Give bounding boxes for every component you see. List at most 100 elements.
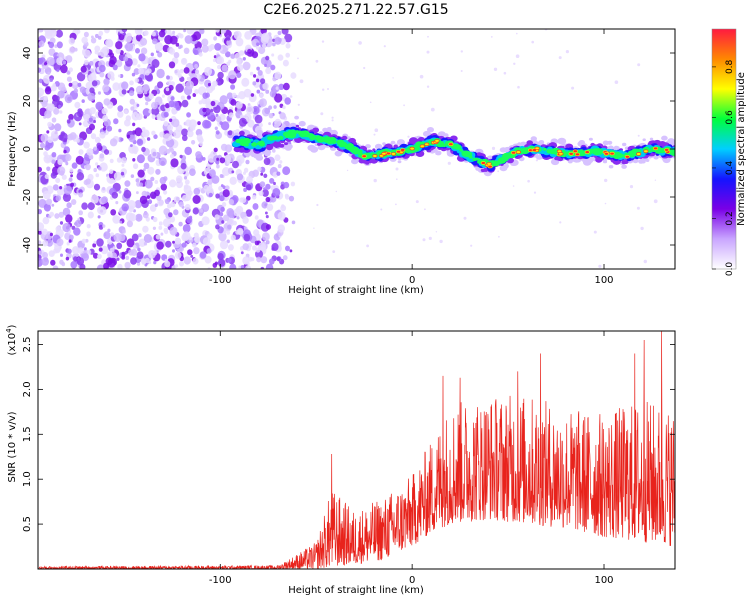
noise-blob [158, 157, 167, 167]
noise-speck [373, 178, 377, 183]
noise-blob [265, 67, 272, 75]
colorbar-tick: 0.0 [712, 262, 735, 277]
noise-blob [85, 163, 91, 171]
noise-blob [219, 157, 226, 164]
noise-blob [216, 164, 220, 169]
ridge-blob [554, 156, 559, 161]
ridge-blob [435, 152, 439, 155]
ridge-blob [621, 160, 627, 165]
noise-blob [134, 200, 142, 209]
noise-blob [222, 167, 231, 176]
noise-blob [55, 195, 61, 202]
colorbar-tick-label: 0.0 [725, 262, 735, 277]
noise-blob [167, 124, 174, 131]
noise-blob [106, 125, 113, 132]
noise-blob [49, 211, 54, 217]
noise-blob [175, 42, 180, 47]
ridge-blob [336, 139, 344, 145]
noise-blob [65, 161, 69, 166]
noise-blob [112, 215, 121, 224]
ridge-peak [664, 148, 670, 152]
noise-blob [98, 64, 106, 73]
ridge-peak [361, 154, 367, 158]
noise-blob [113, 171, 122, 181]
noise-blob [284, 97, 292, 105]
noise-blob [130, 248, 138, 256]
snr-scale-exponent: 4 [5, 328, 13, 333]
noise-blob [50, 84, 57, 92]
noise-blob [38, 250, 43, 256]
noise-speck [527, 179, 530, 183]
snr-y-axis-label: SNR (10 * v/v) [7, 411, 18, 482]
noise-blob [219, 212, 224, 217]
noise-blob [88, 117, 93, 123]
ridge-blob [396, 139, 405, 146]
noise-blob [178, 221, 183, 227]
noise-blob [201, 216, 210, 226]
noise-blob [253, 74, 257, 78]
noise-speck [332, 250, 336, 254]
noise-blob [56, 57, 64, 66]
ridge-blob [542, 147, 547, 151]
noise-blob [66, 70, 71, 75]
noise-blob [175, 105, 181, 111]
noise-blob [210, 85, 216, 91]
noise-blob [75, 155, 84, 165]
spectrogram-y-axis-label: Frequency (Hz) [7, 111, 18, 187]
noise-blob [230, 84, 236, 90]
noise-blob [128, 134, 136, 143]
noise-blob [104, 29, 110, 34]
noise-speck [493, 67, 498, 72]
ridge-blob [334, 150, 342, 157]
noise-blob [213, 147, 218, 153]
noise-blob [66, 241, 70, 246]
noise-blob [43, 203, 52, 212]
noise-speck [490, 36, 493, 38]
noise-blob [262, 82, 269, 90]
noise-blob [81, 202, 88, 210]
noise-blob [73, 227, 81, 236]
noise-blob [74, 47, 78, 52]
noise-blob [51, 159, 56, 164]
noise-blob [143, 30, 149, 36]
noise-blob [215, 77, 224, 86]
noise-blob [199, 251, 207, 259]
ridge-blob [375, 145, 380, 149]
noise-blob [99, 162, 108, 172]
signal-ridge [232, 115, 675, 177]
noise-blob [110, 232, 114, 237]
noise-blob [260, 172, 264, 176]
snr-y-tick: 1.0 [22, 471, 675, 487]
noise-blob [56, 186, 65, 196]
noise-blob [43, 74, 52, 84]
colorbar-tick-label: 0.6 [725, 110, 735, 125]
noise-blob [131, 111, 140, 121]
noise-blob [255, 78, 260, 83]
noise-blob [68, 82, 73, 87]
noise-speck [517, 85, 520, 89]
noise-blob [192, 257, 199, 265]
noise-blob [120, 171, 125, 176]
noise-blob [78, 149, 84, 155]
noise-blob [266, 203, 274, 211]
noise-blob [101, 107, 108, 115]
noise-blob [112, 64, 118, 71]
noise-speck [335, 190, 337, 193]
snr-y-tick: 1.5 [22, 426, 675, 442]
noise-blob [109, 138, 118, 147]
noise-blob [132, 158, 136, 162]
noise-blob [199, 142, 204, 147]
noise-blob [204, 255, 212, 264]
ridge-peak [390, 152, 396, 156]
noise-blob [232, 160, 239, 169]
noise-speck [415, 200, 419, 204]
noise-blob [180, 162, 187, 170]
noise-blob [136, 262, 141, 266]
noise-blob [279, 160, 283, 164]
noise-blob [76, 172, 85, 181]
noise-blob [198, 137, 204, 144]
noise-blob [185, 80, 194, 90]
noise-blob [47, 136, 54, 143]
noise-blob [117, 110, 124, 118]
noise-blob [271, 53, 275, 57]
